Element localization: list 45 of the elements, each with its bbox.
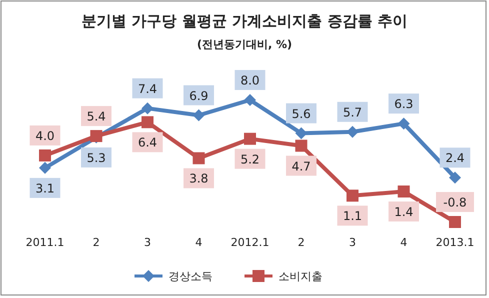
point <box>192 109 205 122</box>
data-label: -0.8 <box>443 196 467 210</box>
data-label: 5.7 <box>342 105 362 120</box>
data-label: 4.0 <box>35 128 55 143</box>
point <box>449 172 461 184</box>
point <box>398 186 410 198</box>
x-tick: 2 <box>298 236 305 249</box>
data-label: 5.4 <box>86 110 106 124</box>
point <box>142 116 154 128</box>
point <box>192 152 205 164</box>
data-label: 6.9 <box>189 88 208 103</box>
data-label: 4.7 <box>292 159 311 174</box>
title: 분기별 가구당 월평균 가계소비지출 증감률 추이 <box>81 12 408 30</box>
point <box>39 162 51 174</box>
point <box>244 94 256 106</box>
point <box>346 190 358 202</box>
x-tick: 3 <box>144 236 151 249</box>
legend-label: 경상소득 <box>168 270 212 283</box>
x-tick: 4 <box>195 236 202 249</box>
legend-label: 소비지출 <box>278 270 322 283</box>
x-tick: 2011.1 <box>26 236 64 249</box>
data-label: 1.1 <box>342 209 362 224</box>
x-tick: 2012.1 <box>230 236 270 249</box>
data-label: 5.6 <box>292 106 311 121</box>
data-label: 7.4 <box>138 82 158 96</box>
x-tick: 3 <box>349 236 356 249</box>
point <box>244 132 256 145</box>
data-label: 5.2 <box>240 152 260 166</box>
data-label: 3.1 <box>35 181 55 196</box>
x-tick: 2013.1 <box>436 236 474 249</box>
data-label: 6.3 <box>394 97 414 112</box>
point <box>398 118 410 130</box>
data-label: 1.4 <box>394 205 414 219</box>
data-label: 2.4 <box>445 151 465 166</box>
point <box>142 102 154 114</box>
subtitle: (전년동기대비, %) <box>196 38 292 51</box>
x-tick: 2 <box>92 236 100 249</box>
data-label: 8.0 <box>240 74 260 88</box>
point <box>449 216 461 228</box>
data-label: 6.4 <box>138 136 158 150</box>
point <box>295 140 308 152</box>
data-label: 3.8 <box>189 172 208 186</box>
x-tick: 4 <box>400 236 408 249</box>
data-label: 5.3 <box>86 150 106 165</box>
point <box>39 149 51 162</box>
